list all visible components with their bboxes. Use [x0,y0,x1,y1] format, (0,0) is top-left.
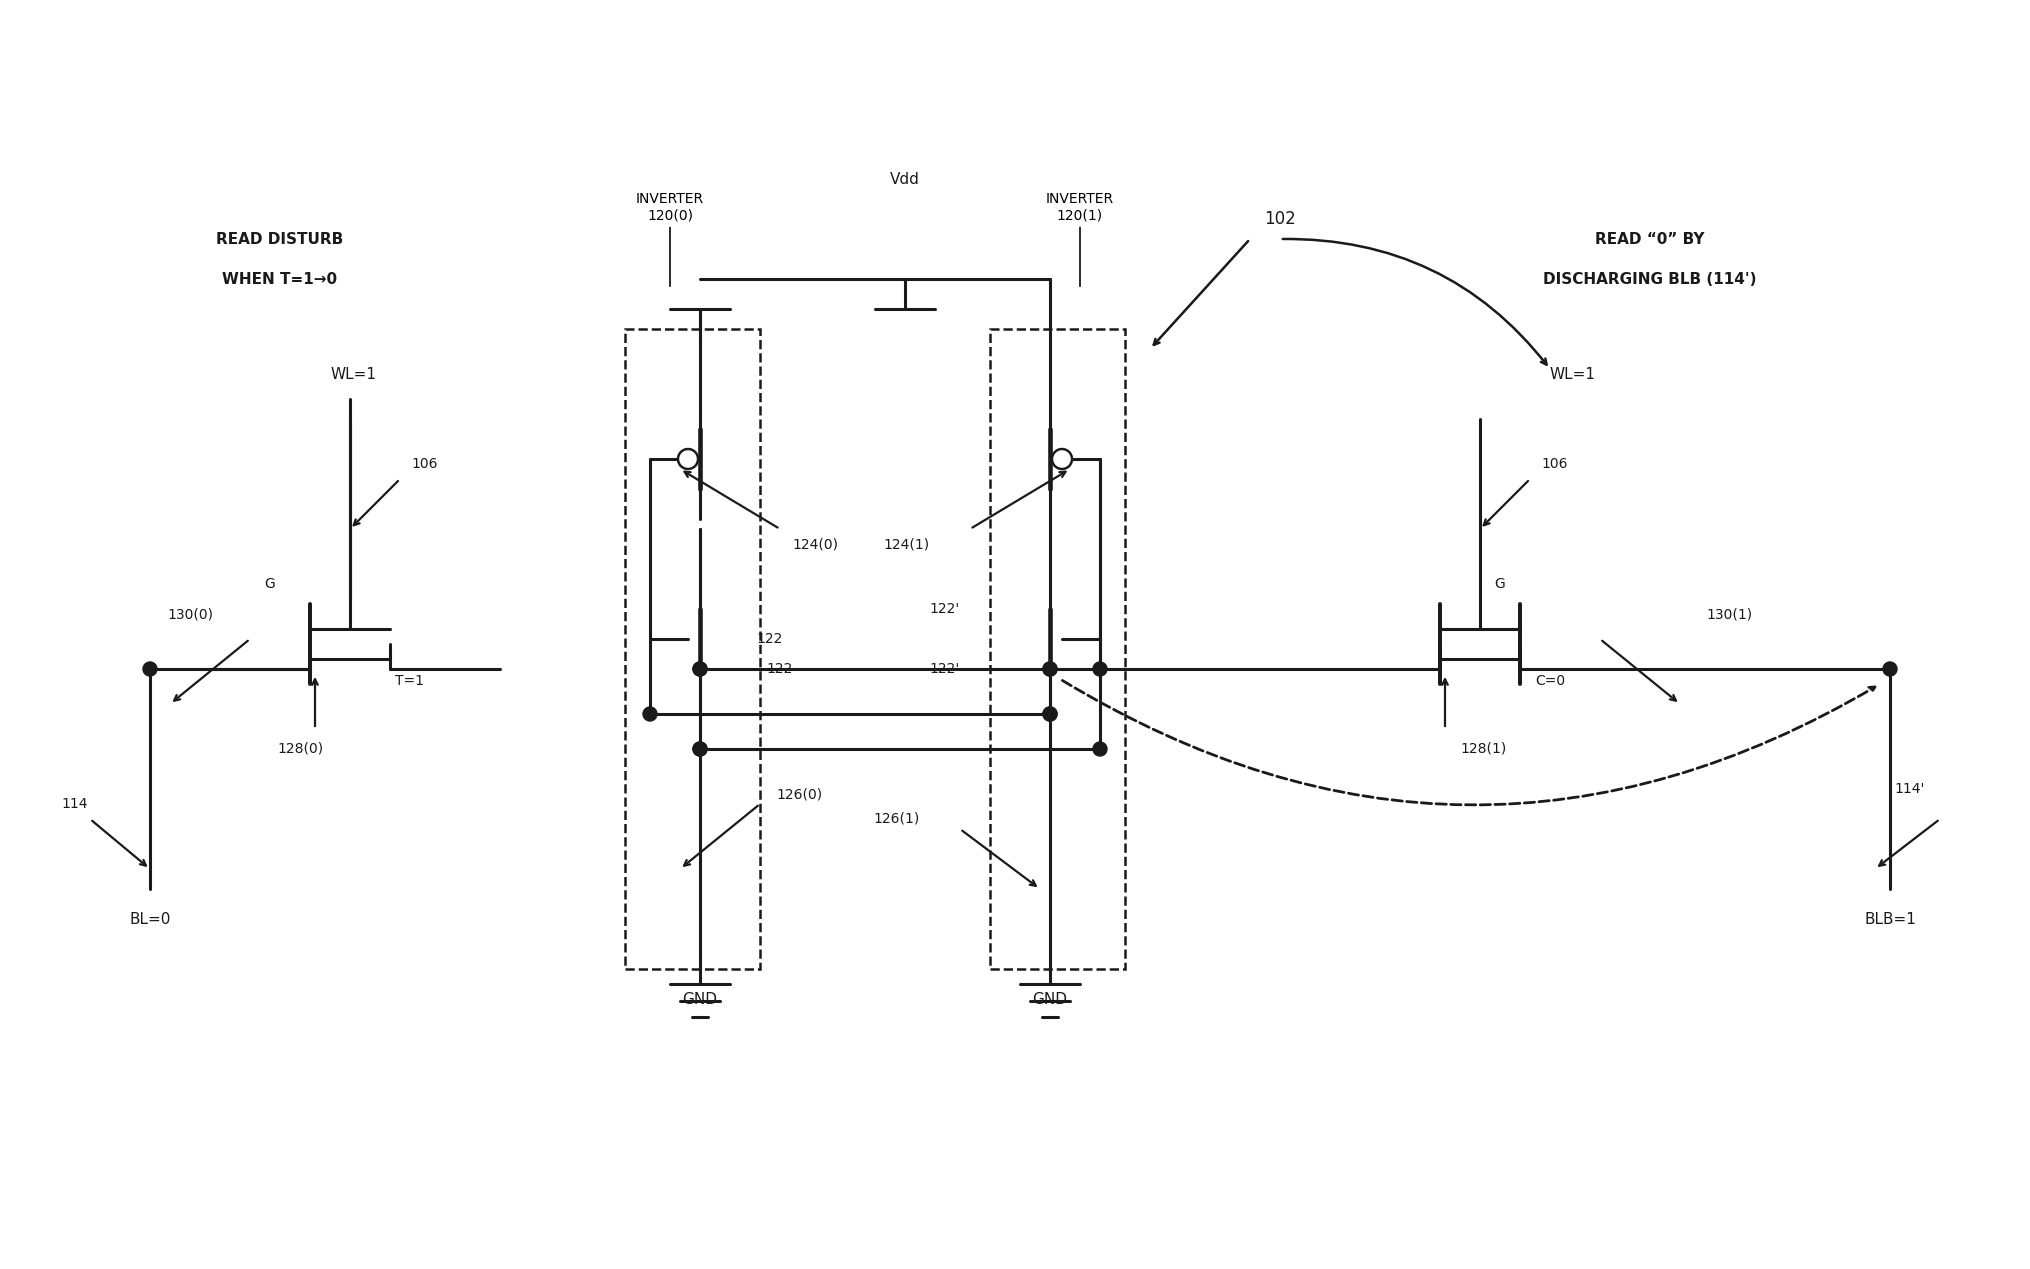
Text: 128(0): 128(0) [276,742,323,756]
Text: INVERTER
120(1): INVERTER 120(1) [1045,192,1114,287]
Bar [625,329,759,970]
Text: Vdd: Vdd [889,171,920,187]
Text: T=1: T=1 [394,674,424,688]
Text: 126(1): 126(1) [873,812,920,826]
Text: 102: 102 [1263,209,1295,228]
Text: 114': 114' [1894,782,1924,796]
Text: 122: 122 [757,632,784,646]
Circle shape [1043,662,1056,676]
Text: 106: 106 [1541,457,1567,471]
Circle shape [1043,662,1056,676]
Text: 128(1): 128(1) [1460,742,1506,756]
Text: GND: GND [682,991,717,1006]
Circle shape [692,662,706,676]
Text: READ DISTURB: READ DISTURB [217,231,343,246]
Text: 124(0): 124(0) [792,537,838,551]
Text: GND: GND [1031,991,1068,1006]
Circle shape [1092,742,1106,756]
Text: WHEN T=1→0: WHEN T=1→0 [223,272,337,287]
Text: WL=1: WL=1 [1549,367,1596,382]
Text: 122: 122 [767,662,794,676]
Text: READ “0” BY: READ “0” BY [1594,231,1703,246]
Text: G: G [1494,577,1504,591]
Text: INVERTER
120(0): INVERTER 120(0) [635,192,704,287]
Circle shape [1043,707,1056,721]
Text: 106: 106 [412,457,438,471]
Text: 122': 122' [930,602,960,615]
Text: 130(1): 130(1) [1705,607,1752,621]
Text: 114: 114 [61,797,87,811]
Text: BL=0: BL=0 [130,911,171,926]
Text: WL=1: WL=1 [329,367,376,382]
Text: BLB=1: BLB=1 [1864,911,1914,926]
Text: 130(0): 130(0) [166,607,213,621]
Circle shape [692,742,706,756]
Circle shape [1043,707,1056,721]
Circle shape [142,662,156,676]
Circle shape [692,662,706,676]
Text: 122': 122' [930,662,960,676]
Bar [989,329,1125,970]
Circle shape [692,742,706,756]
Text: 124(1): 124(1) [883,537,930,551]
Circle shape [644,707,656,721]
Text: 126(0): 126(0) [777,787,822,801]
Text: G: G [264,577,276,591]
Circle shape [1882,662,1896,676]
Circle shape [1052,449,1072,470]
Circle shape [1092,662,1106,676]
Text: DISCHARGING BLB (114'): DISCHARGING BLB (114') [1543,272,1756,287]
Circle shape [678,449,698,470]
Text: C=0: C=0 [1535,674,1565,688]
